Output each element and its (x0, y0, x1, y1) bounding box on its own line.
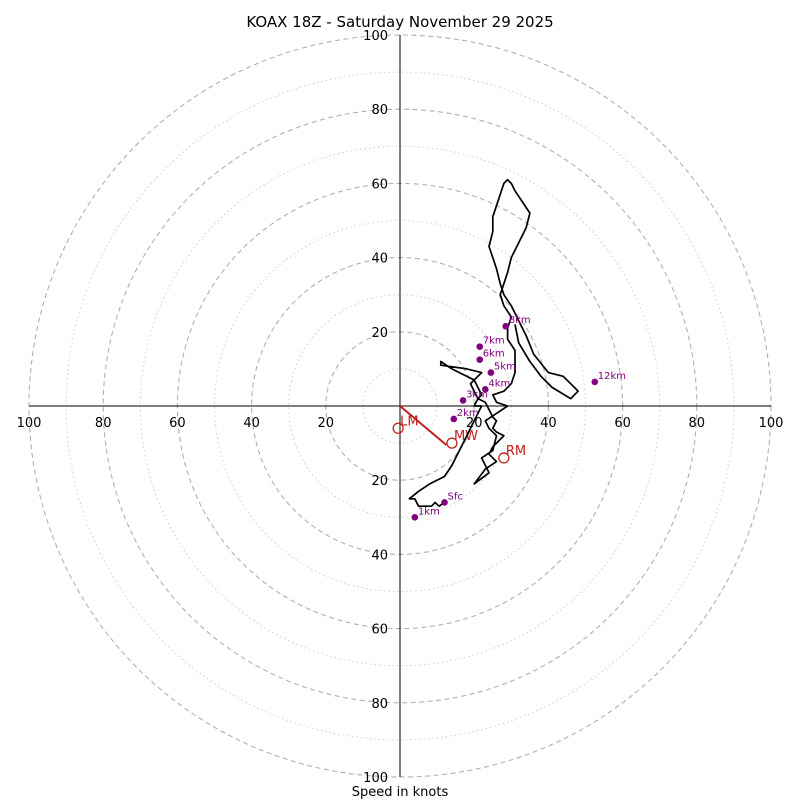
height-marker-2km (450, 415, 458, 423)
x-tick-label: 40 (243, 416, 260, 431)
x-tick-label: 60 (614, 416, 631, 431)
y-tick-label: 20 (371, 326, 388, 341)
y-tick-label: 100 (363, 771, 388, 786)
x-tick-label: 100 (17, 416, 42, 431)
storm-motion-marker-mw (446, 437, 458, 449)
storm-motion-label: RM (506, 444, 526, 459)
y-tick-label: 60 (371, 623, 388, 638)
height-marker-label: Sfc (448, 491, 463, 502)
height-marker-label: 1km (418, 506, 440, 517)
height-marker-label: 12km (598, 371, 626, 382)
y-tick-label: 80 (371, 103, 388, 118)
y-tick-label: 20 (371, 474, 388, 489)
height-marker-4km (482, 386, 489, 393)
y-tick-label: 40 (371, 548, 388, 563)
height-marker-3km (459, 397, 467, 404)
y-tick-label: 100 (363, 29, 388, 44)
y-tick-label: 60 (371, 177, 388, 192)
height-marker-12km (591, 378, 599, 386)
height-marker-6km (476, 356, 484, 363)
x-tick-label: 80 (689, 416, 706, 431)
height-marker-label: 6km (483, 349, 505, 360)
y-tick-label: 40 (371, 252, 388, 267)
x-tick-label: 80 (95, 416, 112, 431)
height-marker-7km (476, 343, 484, 350)
mean-wind-vector (399, 405, 448, 446)
tick-labels: 100 80 60 40 20 20 40 60 80 100100806040202040608… (17, 29, 784, 786)
hodograph-trace (408, 178, 579, 508)
height-marker-label: 8km (509, 315, 531, 326)
height-marker-label: 2km (457, 408, 479, 419)
height-marker-label: 5km (494, 362, 516, 373)
x-tick-label: 40 (540, 416, 557, 431)
height-marker-5km (487, 369, 495, 376)
hodograph-trace-group (408, 178, 579, 508)
height-marker-label: 4km (488, 378, 510, 389)
storm-motion-marker-rm (498, 452, 510, 464)
y-tick-label: 80 (371, 697, 388, 712)
height-marker-1km (411, 514, 419, 521)
storm-motion-marker-lm (392, 422, 404, 434)
chart-title: KOAX 18Z - Saturday November 29 2025 (246, 13, 553, 31)
x-tick-label: 100 (759, 416, 784, 431)
height-marker-label: 3km (466, 389, 488, 400)
storm-motion-label: LM (400, 414, 418, 429)
x-axis-label: Speed in knots (352, 785, 449, 800)
x-tick-label: 20 (318, 416, 335, 431)
x-tick-label: 60 (169, 416, 186, 431)
height-marker-sfc (441, 499, 448, 506)
height-marker-label: 7km (483, 336, 505, 347)
height-marker-8km (502, 322, 510, 330)
